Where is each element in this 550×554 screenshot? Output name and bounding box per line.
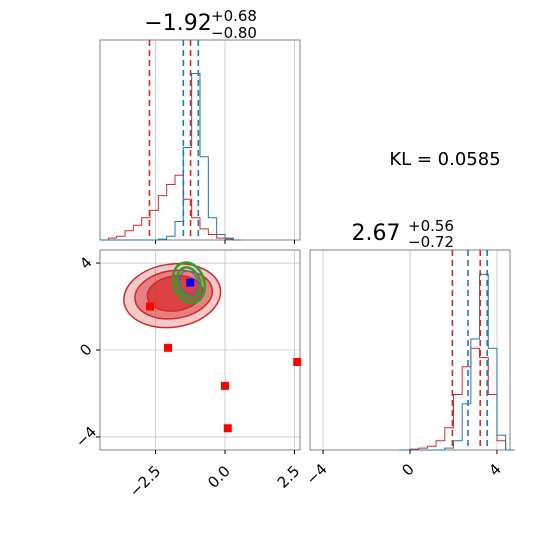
red-square-marker: [221, 381, 229, 390]
red-square-marker: [164, 343, 173, 352]
red-square-marker: [293, 357, 302, 366]
top-left-title-main: −1.92: [144, 11, 211, 36]
red-square-marker: [223, 424, 232, 433]
bottom-right-title-sup: +0.56: [408, 217, 454, 235]
red-square-marker: [146, 302, 154, 311]
top-left-title-sup: +0.68: [211, 7, 257, 25]
top-left-marks: [100, 40, 242, 241]
bottom-right-series-red: [399, 347, 515, 451]
blue-square-marker: [186, 278, 195, 287]
bottom-right-histogram-panel: −4 0 4 2.67 +0.56 −0.72: [302, 217, 515, 488]
green-contour: [175, 266, 202, 300]
bottom-right-title-main: 2.67: [352, 221, 401, 246]
top-left-histogram-panel: −1.92 +0.68 −0.80: [99, 7, 301, 244]
green-contour: [171, 261, 207, 304]
top-left-title-sub: −0.80: [211, 24, 257, 42]
bottom-right-marks: [399, 250, 515, 451]
bottom-right-series-blue: [399, 273, 515, 451]
bottom-right-title-sub: −0.72: [408, 233, 454, 251]
top-left-series-red: [100, 174, 242, 241]
bottom-left-marks: [123, 261, 302, 433]
kl-label: KL = 0.0585: [389, 149, 500, 170]
top-left-grid: [155, 40, 295, 244]
top-left-frame: [99, 39, 301, 241]
blue-contour: [179, 270, 199, 295]
